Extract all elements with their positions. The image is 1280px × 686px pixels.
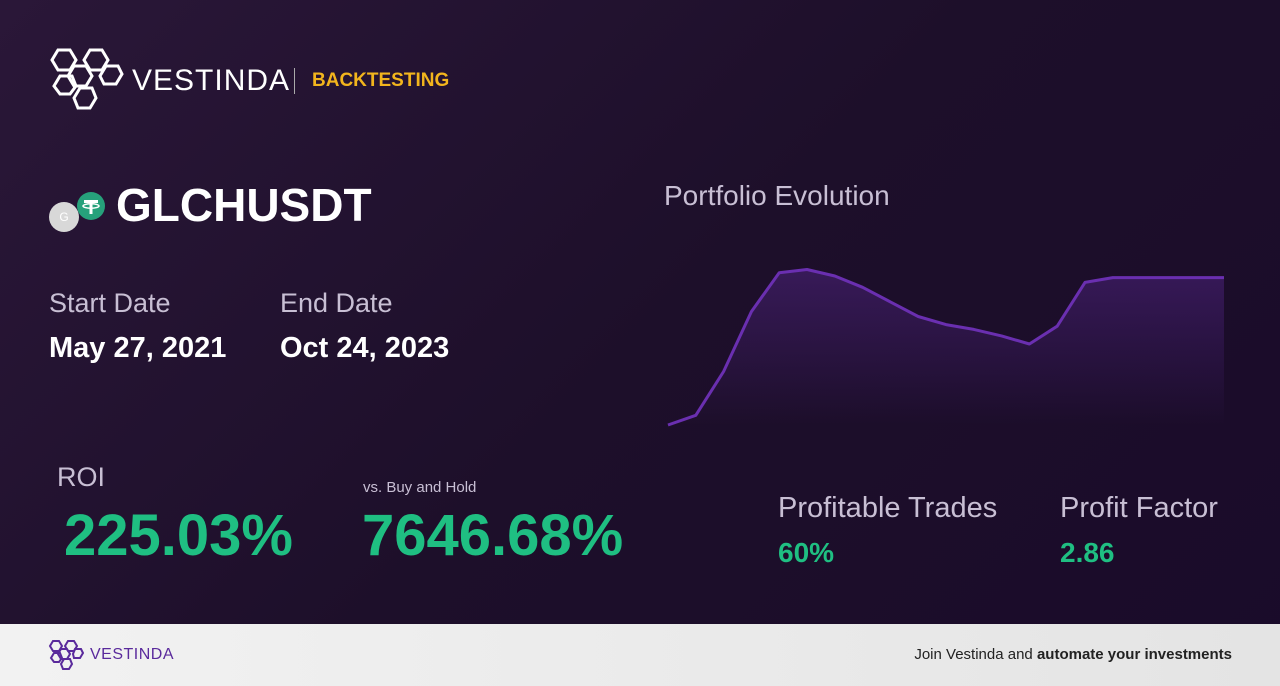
start-label: Start Date — [49, 288, 171, 318]
end-value: Oct 24, 2023 — [280, 332, 450, 364]
cta-bold: automate your investments — [1036, 646, 1232, 663]
trades-value: 60% — [778, 537, 835, 568]
footer-cta: Join Vestinda and automate your investme… — [914, 646, 1232, 663]
chart — [667, 268, 1224, 427]
chart-title: Portfolio Evolution — [664, 180, 890, 211]
coin-icon: G — [49, 202, 79, 232]
brand: VESTINDA — [132, 64, 291, 97]
cta-text: Join Vestinda and — [914, 646, 1033, 663]
footer: VESTINDA Join Vestinda and automate your… — [0, 624, 1280, 686]
buy-hold-label: vs. Buy and Hold — [363, 479, 477, 496]
divider — [294, 68, 295, 94]
footer-brand: VESTINDA — [90, 646, 175, 663]
line — [667, 268, 1224, 427]
tether-icon — [77, 192, 105, 220]
end-label: End Date — [280, 288, 393, 318]
symbol: GLCHUSDT — [116, 179, 372, 231]
trades-label: Profitable Trades — [778, 492, 998, 524]
roi-value: 225.03% — [64, 503, 293, 568]
section: BACKTESTING — [312, 70, 450, 91]
factor-label: Profit Factor — [1060, 492, 1218, 524]
start-value: May 27, 2021 — [49, 332, 227, 364]
buy-hold-value: 7646.68% — [362, 503, 624, 568]
footer-logo — [48, 640, 84, 670]
roi-label: ROI — [57, 462, 106, 492]
area — [668, 269, 1224, 425]
factor-value: 2.86 — [1060, 537, 1115, 568]
logo — [50, 48, 124, 110]
